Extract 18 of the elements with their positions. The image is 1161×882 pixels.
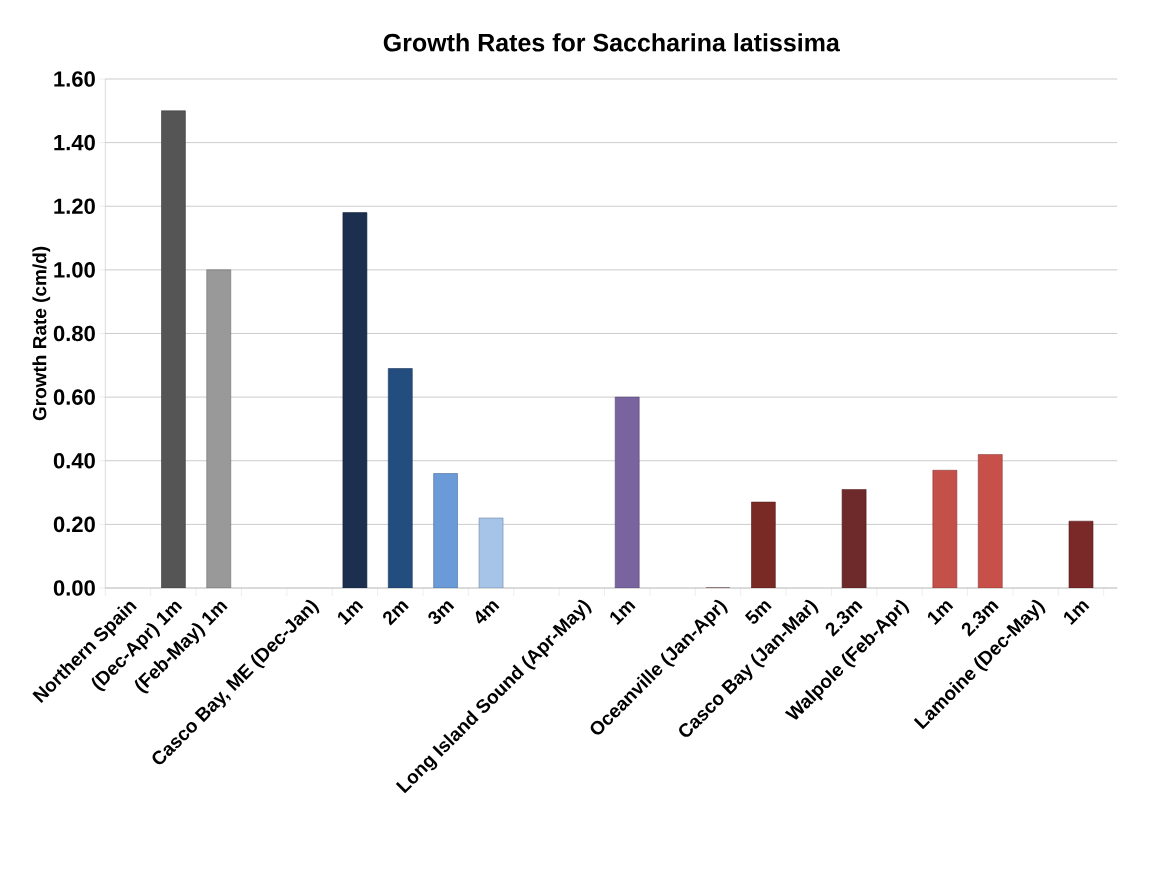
y-tick-label: 1.20 (54, 198, 95, 215)
x-tick-label: 2m (383, 601, 409, 626)
chart-title: Growth Rates for Saccharina latissima (383, 33, 840, 52)
y-tick-label: 1.60 (54, 71, 95, 87)
y-tick-label: 1.40 (54, 134, 95, 151)
x-tick-label: 1m (1064, 601, 1090, 625)
y-tick-label: 0.20 (53, 516, 95, 533)
x-tick-label: 1m (610, 601, 636, 625)
y-tick-label: 1.00 (54, 262, 95, 278)
x-tick-label: 3m (428, 601, 455, 625)
x-tick-label: 4m (475, 601, 500, 624)
y-tick-label: 0.60 (53, 389, 95, 405)
x-tick-label: 1m (927, 601, 954, 625)
y-tick-label: 0.40 (53, 452, 95, 469)
y-axis-title: Growth Rate (cm/d) (32, 246, 51, 421)
y-tick-label: 0.00 (53, 580, 95, 596)
y-tick-label: 0.80 (53, 325, 95, 342)
x-tick-label: 1m (337, 601, 364, 625)
